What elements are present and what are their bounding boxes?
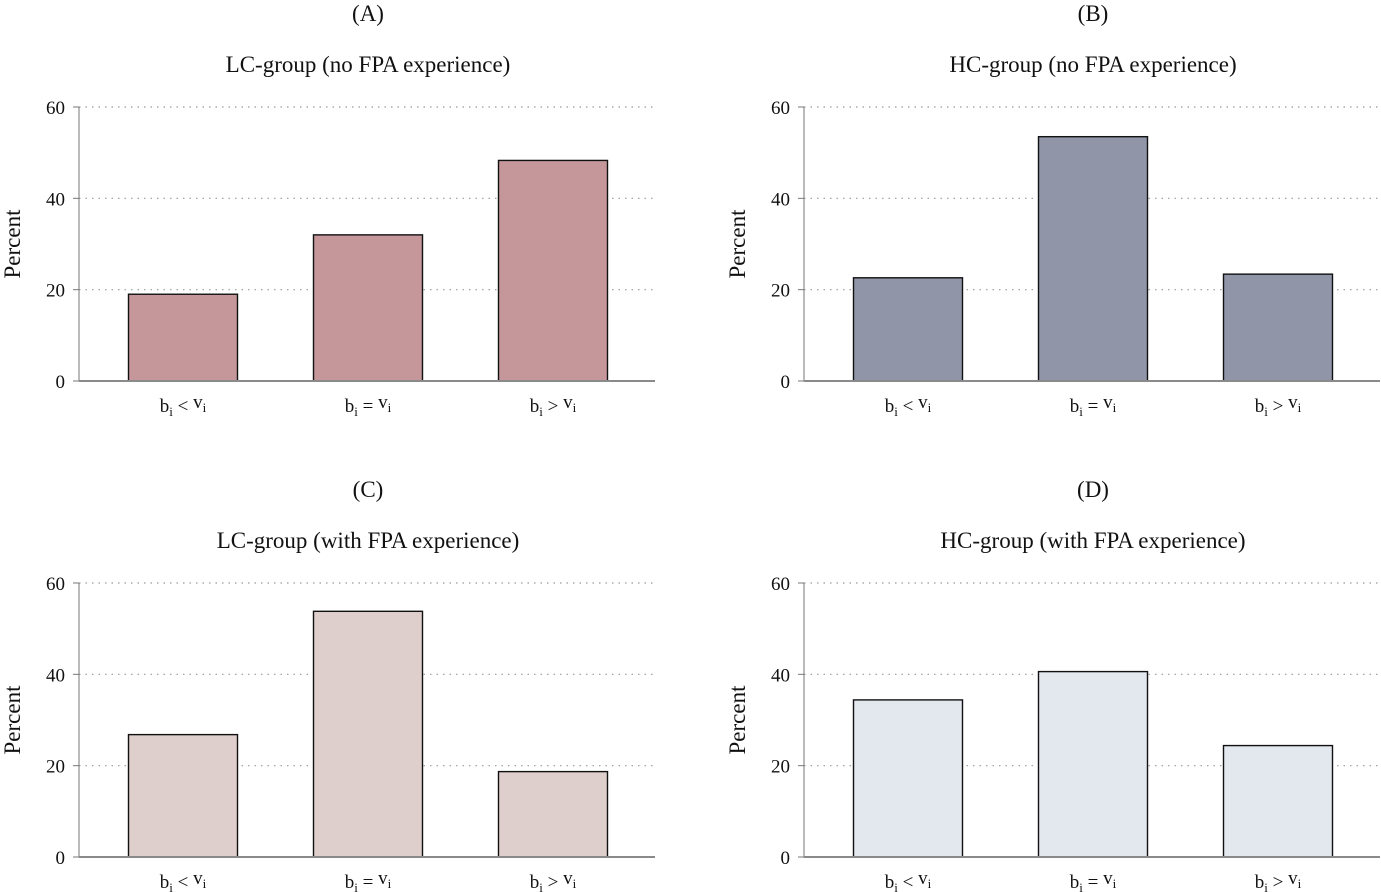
panel-label: (A): [352, 1, 384, 26]
y-tick-label: 0: [781, 848, 791, 869]
y-axis-label: Percent: [0, 685, 25, 755]
chart-title: LC-group (no FPA experience): [226, 52, 511, 77]
y-axis-label: Percent: [725, 209, 750, 279]
bar: [127, 293, 239, 382]
y-axis-label: Percent: [725, 685, 750, 755]
bar: [127, 733, 239, 858]
bar: [852, 699, 964, 858]
y-tick-label: 60: [771, 574, 790, 595]
chart-panel-1: (B) HC-group (no FPA experience) 0 20 40 60 Pe…: [725, 1, 1380, 419]
y-tick-label: 0: [56, 372, 66, 393]
y-tick-label: 60: [46, 574, 65, 595]
y-tick-label: 40: [771, 665, 790, 686]
x-tick-label: bi > vi: [530, 392, 577, 419]
x-tick-label: bi < vi: [160, 392, 207, 419]
x-tick-label: bi = vi: [345, 868, 392, 892]
x-tick-label: bi < vi: [885, 392, 932, 419]
y-tick-label: 20: [771, 757, 790, 778]
chart-title: HC-group (no FPA experience): [949, 52, 1236, 77]
bar: [1222, 744, 1334, 858]
chart-panel-2: (C) LC-group (with FPA experience) 0 20 40 60…: [0, 477, 655, 892]
x-tick-label: bi > vi: [1255, 392, 1302, 419]
y-tick-label: 60: [46, 98, 65, 119]
y-tick-label: 40: [46, 189, 65, 210]
chart-title: LC-group (with FPA experience): [217, 528, 520, 553]
y-tick-label: 20: [771, 281, 790, 302]
y-tick-label: 20: [46, 757, 65, 778]
y-tick-label: 20: [46, 281, 65, 302]
y-tick-label: 0: [781, 372, 791, 393]
bar: [497, 159, 609, 382]
bar: [1037, 135, 1149, 382]
bar: [852, 277, 964, 382]
x-tick-label: bi > vi: [530, 868, 577, 892]
x-tick-label: bi < vi: [885, 868, 932, 892]
y-tick-label: 40: [46, 665, 65, 686]
y-axis-label: Percent: [0, 209, 25, 279]
x-tick-label: bi < vi: [160, 868, 207, 892]
panel-label: (D): [1077, 477, 1109, 502]
y-tick-label: 40: [771, 189, 790, 210]
bar: [312, 234, 424, 382]
x-tick-label: bi = vi: [1070, 868, 1117, 892]
bar: [312, 610, 424, 858]
panel-label: (C): [353, 477, 384, 502]
chart-panel-3: (D) HC-group (with FPA experience) 0 20 40 60…: [725, 477, 1380, 892]
x-tick-label: bi = vi: [345, 392, 392, 419]
y-tick-label: 60: [771, 98, 790, 119]
y-tick-label: 0: [56, 848, 66, 869]
x-tick-label: bi = vi: [1070, 392, 1117, 419]
bar: [1222, 273, 1334, 382]
x-tick-label: bi > vi: [1255, 868, 1302, 892]
bar: [497, 770, 609, 858]
panel-label: (B): [1078, 1, 1109, 26]
chart-panel-0: (A) LC-group (no FPA experience) 0 20 40 60 Pe…: [0, 1, 655, 419]
bar: [1037, 670, 1149, 858]
chart-title: HC-group (with FPA experience): [940, 528, 1245, 553]
